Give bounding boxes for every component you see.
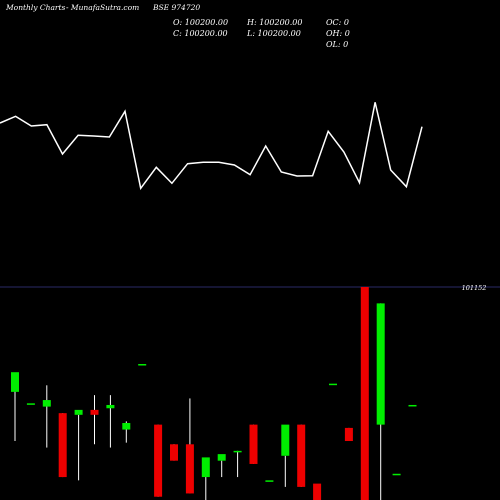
candle <box>329 383 337 386</box>
candle-body <box>74 409 83 415</box>
candle-body <box>392 473 401 476</box>
ohlc-oh: OH: 0 <box>326 29 350 38</box>
candle <box>170 444 178 461</box>
candle <box>26 403 35 405</box>
candle-body <box>313 483 322 500</box>
candle <box>281 424 290 487</box>
candle-body <box>297 424 306 487</box>
header-symbol: BSE 974720 <box>152 3 200 12</box>
candle <box>201 457 210 500</box>
candle-body <box>265 480 274 482</box>
candle-body <box>249 424 258 464</box>
ohlc-ol: OL: 0 <box>326 40 348 49</box>
candle-body <box>329 383 337 386</box>
candle <box>313 483 322 500</box>
candle-body <box>217 454 226 461</box>
candle-body <box>376 303 385 425</box>
candles-layer <box>11 287 417 500</box>
candle-body <box>90 409 99 415</box>
ohlc-close: C: 100200.00 <box>173 29 228 38</box>
candle-body <box>360 287 369 500</box>
price-line-layer <box>0 102 423 191</box>
ohlc-oc: OC: 0 <box>326 18 349 27</box>
candle <box>376 303 385 500</box>
candle <box>408 404 417 407</box>
candle <box>217 454 226 478</box>
candle-body <box>138 364 147 366</box>
candle <box>90 395 99 445</box>
candle <box>154 424 163 497</box>
candle-body <box>106 404 115 409</box>
reference-line-label: 101152 <box>462 284 487 292</box>
candle <box>297 424 306 487</box>
header-left: Monthly Charts <box>5 3 66 12</box>
candle <box>392 473 401 476</box>
candle <box>42 385 51 448</box>
candle <box>249 424 258 464</box>
candle-body <box>58 413 67 478</box>
candle-body <box>344 427 353 442</box>
candle-body <box>154 424 163 497</box>
ohlc-open: O: 100200.00 <box>173 18 228 27</box>
candle <box>360 287 369 500</box>
ohlc-low: L: 100200.00 <box>246 29 301 38</box>
candle-body <box>11 372 19 392</box>
candle <box>11 372 19 442</box>
candle-body <box>170 444 178 461</box>
ohlc-high: H: 100200.00 <box>246 18 302 27</box>
candle-body <box>122 422 131 430</box>
candle <box>58 413 67 478</box>
candle-body <box>185 444 194 494</box>
candle <box>122 421 131 443</box>
candle-body <box>233 450 242 453</box>
candle <box>265 480 274 482</box>
candle-body <box>201 457 210 478</box>
price-line <box>0 102 423 191</box>
candle <box>185 398 194 494</box>
candle <box>106 395 115 448</box>
header-middle: - MunafaSutra.com <box>66 3 139 12</box>
candle <box>74 409 83 481</box>
candle <box>138 364 147 366</box>
candle-body <box>408 404 417 407</box>
candle-body <box>42 400 51 407</box>
candle-body <box>26 403 35 405</box>
candle <box>344 427 353 442</box>
candle-body <box>281 424 290 456</box>
candle <box>233 450 242 478</box>
